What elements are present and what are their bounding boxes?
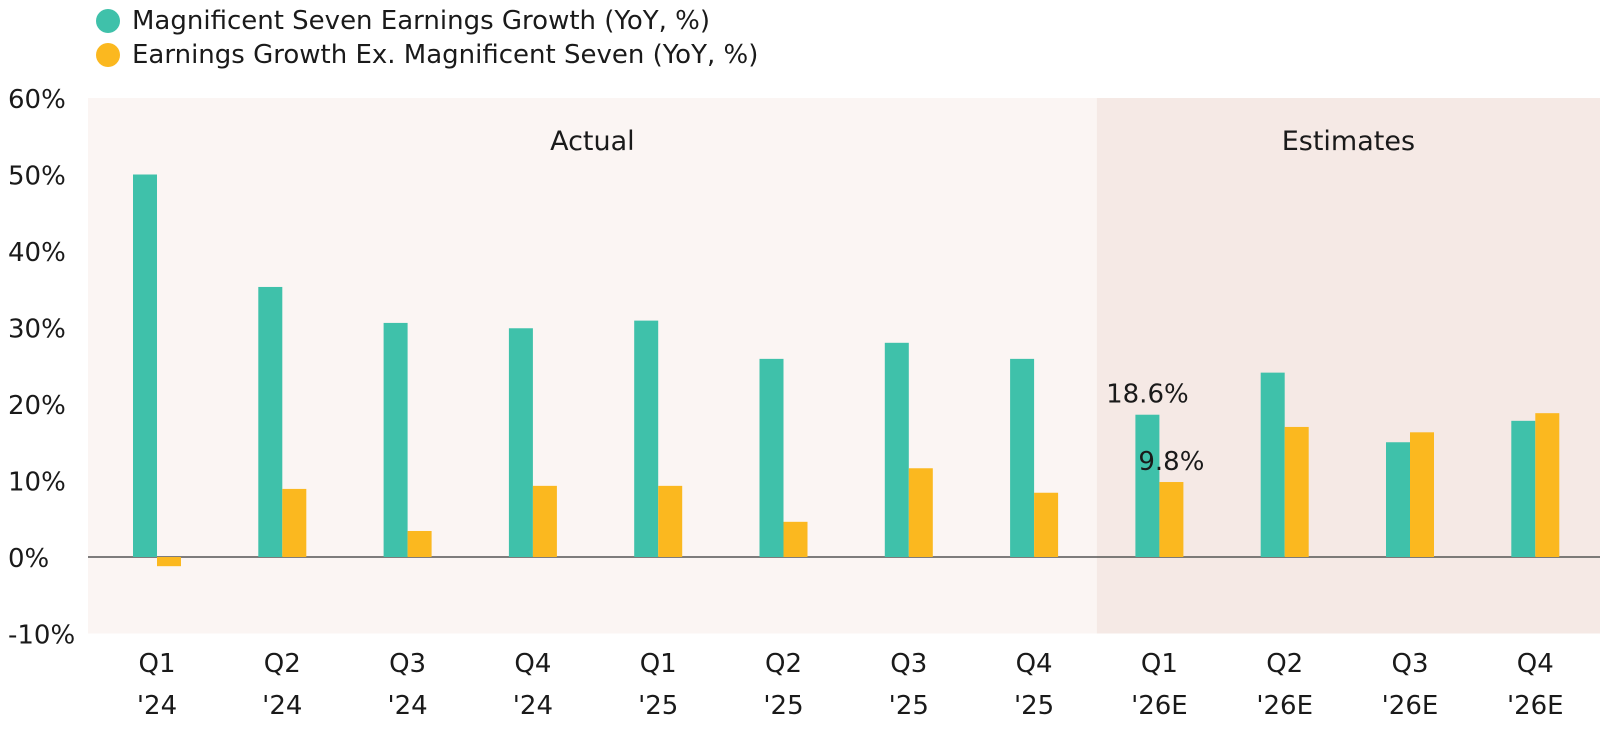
bar-ex-mag7 [1410, 432, 1434, 557]
x-tick-label: Q4 [1517, 649, 1554, 679]
bar-ex-mag7 [407, 530, 432, 557]
region-label-estimates: Estimates [1282, 126, 1415, 157]
x-tick-label: '24 [262, 691, 302, 721]
x-tick-label: '25 [889, 691, 929, 721]
bar-ex-mag7 [783, 521, 808, 557]
x-tick-label: Q2 [765, 649, 802, 679]
y-tick-label: 40% [8, 238, 66, 268]
x-tick-label: '24 [387, 691, 427, 721]
x-tick-label: '24 [137, 691, 177, 721]
y-tick-label: 30% [8, 315, 66, 345]
x-tick-label: '26E [1131, 691, 1188, 721]
bar-mag7 [1135, 414, 1160, 557]
x-tick-label: Q3 [1391, 649, 1428, 679]
region-label-actual: Actual [550, 126, 635, 157]
x-tick-label: Q4 [1016, 649, 1053, 679]
x-tick-label: Q3 [389, 649, 426, 679]
legend-label-ex-mag7: Earnings Growth Ex. Magnificent Seven (Y… [132, 40, 759, 70]
x-tick-label: '25 [1014, 691, 1054, 721]
y-tick-label: 0% [8, 544, 49, 574]
bar-ex-mag7 [1034, 492, 1059, 557]
bar-mag7 [1260, 372, 1285, 557]
bar-ex-mag7 [1284, 426, 1309, 557]
bar-ex-mag7 [532, 485, 557, 557]
x-tick-label: Q1 [138, 649, 175, 679]
bar-mag7 [759, 358, 784, 557]
x-tick-label: Q2 [1266, 649, 1303, 679]
x-tick-label: Q3 [890, 649, 927, 679]
x-tick-label: '25 [638, 691, 678, 721]
x-tick-label: Q1 [1141, 649, 1178, 679]
x-tick-label: '25 [763, 691, 803, 721]
bar-ex-mag7 [908, 468, 933, 557]
y-tick-label: -10% [8, 621, 75, 651]
bar-mag7 [634, 320, 659, 557]
legend-item-mag7: Magnificent Seven Earnings Growth (YoY, … [96, 4, 758, 38]
bar-mag7 [1010, 358, 1035, 557]
x-tick-label: '24 [513, 691, 553, 721]
x-tick-label: '26E [1507, 691, 1564, 721]
bar-ex-mag7 [282, 488, 307, 557]
bar-mag7 [1511, 420, 1536, 557]
legend: Magnificent Seven Earnings Growth (YoY, … [96, 4, 758, 72]
bar-mag7 [133, 174, 157, 557]
bar-ex-mag7 [658, 485, 683, 557]
bar-mag7 [508, 328, 533, 557]
y-tick-label: 20% [8, 391, 66, 421]
bar-ex-mag7 [157, 557, 181, 567]
bar-ex-mag7 [1159, 482, 1184, 557]
data-label: 18.6% [1106, 380, 1189, 410]
legend-label-mag7: Magnificent Seven Earnings Growth (YoY, … [132, 6, 711, 36]
region-bg-actual [88, 98, 1097, 634]
bar-mag7 [258, 286, 283, 557]
x-tick-label: Q2 [264, 649, 301, 679]
y-tick-label: 50% [8, 162, 66, 192]
bar-mag7 [383, 322, 408, 557]
bar-mag7 [1386, 442, 1410, 557]
y-tick-label: 10% [8, 468, 66, 498]
x-tick-label: Q4 [514, 649, 551, 679]
x-tick-label: Q1 [640, 649, 677, 679]
data-label: 9.8% [1138, 447, 1204, 477]
x-tick-label: '26E [1256, 691, 1313, 721]
bar-mag7 [884, 342, 909, 557]
x-tick-label: '26E [1382, 691, 1439, 721]
legend-item-ex-mag7: Earnings Growth Ex. Magnificent Seven (Y… [96, 38, 758, 72]
legend-swatch-ex-mag7 [96, 43, 120, 67]
legend-swatch-mag7 [96, 9, 120, 33]
y-tick-label: 60% [8, 85, 66, 115]
bar-ex-mag7 [1535, 413, 1560, 557]
